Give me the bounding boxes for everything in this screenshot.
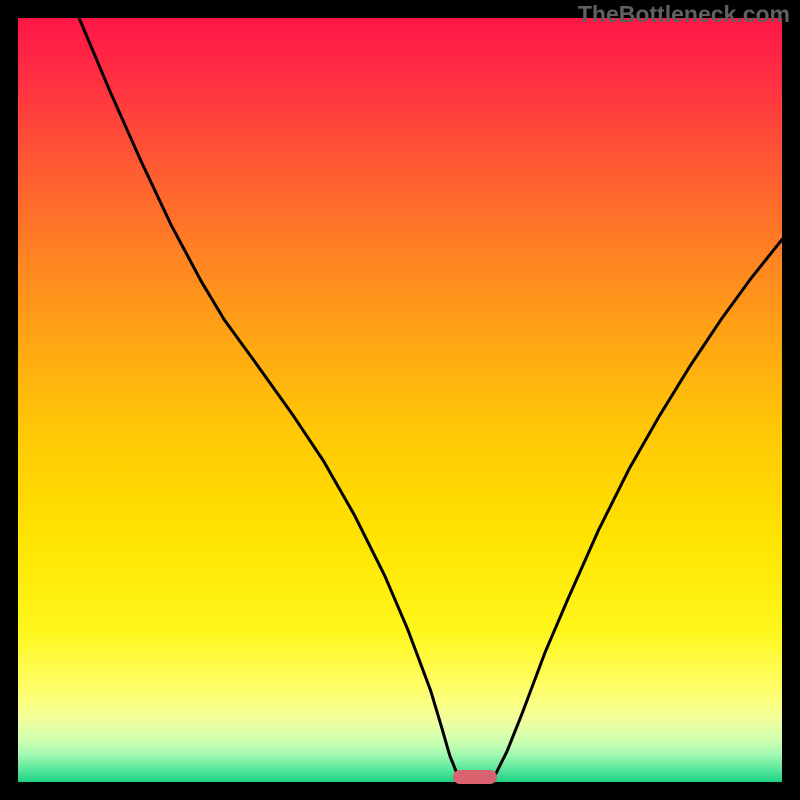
plot-area (18, 18, 782, 782)
chart-frame: TheBottleneck.com (0, 0, 800, 800)
watermark-text: TheBottleneck.com (578, 1, 790, 28)
optimal-marker (453, 770, 497, 784)
bottleneck-curve (18, 18, 782, 782)
